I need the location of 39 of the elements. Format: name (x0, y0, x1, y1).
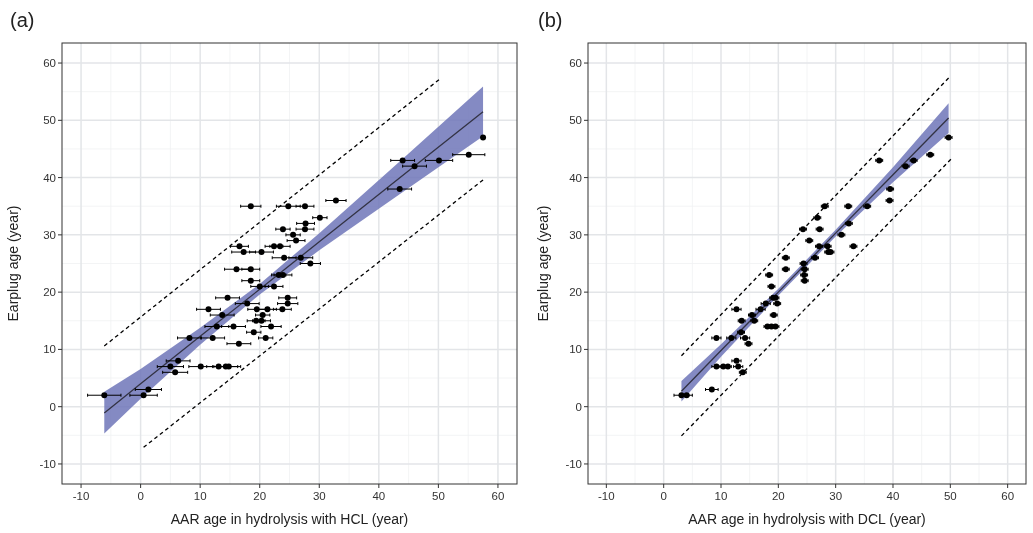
x-tick-label: 0 (660, 490, 667, 502)
x-tick-label: 60 (1001, 490, 1015, 502)
y-tick-label: 20 (43, 286, 56, 299)
x-tick-label: 20 (771, 490, 785, 502)
y-tick-label: 50 (569, 114, 582, 127)
x-tick-label: 50 (431, 490, 445, 502)
y-tick-label: -10 (39, 457, 56, 470)
y-tick-label: 0 (575, 400, 582, 413)
x-tick-label: 10 (193, 490, 207, 502)
chart-title: (b) (538, 9, 563, 31)
y-tick-label: 0 (49, 400, 56, 413)
x-tick-label: 40 (372, 490, 386, 502)
x-tick-label: 50 (943, 490, 957, 502)
x-axis-title: AAR age in hydrolysis with HCL (year) (170, 511, 409, 527)
y-tick-label: 30 (569, 228, 582, 241)
y-tick-label: 50 (43, 114, 56, 127)
x-tick-label: -10 (598, 490, 615, 502)
y-tick-label: 10 (43, 343, 56, 356)
x-tick-label: 30 (829, 490, 843, 502)
y-tick-label: 40 (569, 171, 582, 184)
x-tick-label: 30 (312, 490, 326, 502)
x-tick-label: 10 (714, 490, 728, 502)
y-tick-label: 40 (43, 171, 56, 184)
y-axis-title: Earplug age (year) (5, 205, 21, 322)
x-axis-title: AAR age in hydrolysis with DCL (year) (688, 511, 926, 527)
x-tick-label: -10 (72, 490, 90, 502)
y-axis-title: Earplug age (year) (535, 205, 551, 322)
y-tick-label: 60 (569, 57, 582, 70)
y-tick-label: -10 (565, 457, 582, 470)
y-tick-label: 60 (43, 57, 56, 70)
x-tick-label: 0 (137, 490, 144, 502)
x-tick-label: 60 (491, 490, 505, 502)
y-tick-label: 10 (569, 343, 582, 356)
y-tick-label: 20 (569, 286, 582, 299)
x-tick-label: 20 (253, 490, 267, 502)
chart-title: (a) (10, 9, 35, 31)
y-tick-label: 30 (43, 228, 56, 241)
x-tick-label: 40 (886, 490, 900, 502)
point (708, 386, 715, 393)
